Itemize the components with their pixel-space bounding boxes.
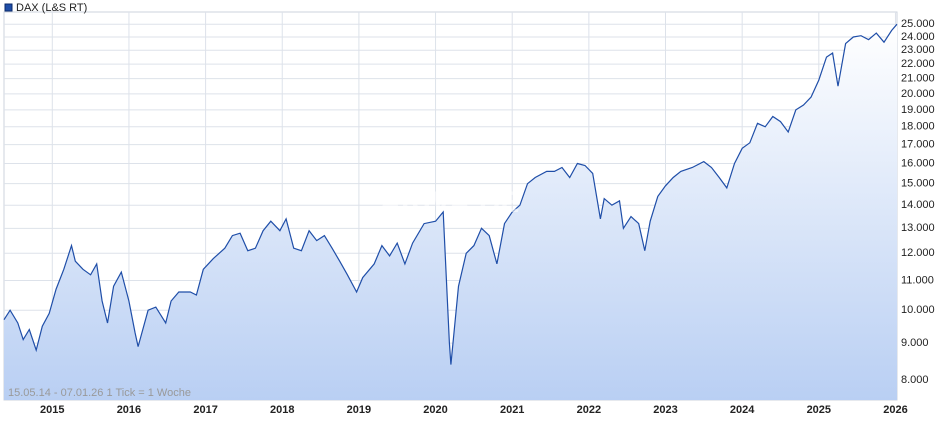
y-tick-label: 15.000: [901, 178, 935, 190]
y-tick-label: 17.000: [901, 139, 935, 151]
marks: [3, 23, 898, 400]
footnote: 15.05.14 - 07.01.26 1 Tick = 1 Woche: [8, 387, 191, 399]
y-tick-label: 11.000: [901, 274, 934, 286]
line: [3, 23, 898, 365]
y-tick-label: 8.000: [901, 374, 929, 386]
x-tick-label: 2018: [270, 404, 294, 416]
y-tick-label: 24.000: [901, 31, 935, 43]
y-tick-label: 22.000: [901, 58, 935, 70]
legend-swatch: [4, 3, 13, 12]
x-tick-label: 2020: [423, 404, 447, 416]
y-tick-label: 20.000: [901, 88, 935, 100]
y-tick-label: 23.000: [901, 44, 935, 56]
legend-label: DAX (L&S RT): [16, 2, 87, 14]
x-tick-label: 2017: [193, 404, 217, 416]
y-tick-label: 16.000: [901, 157, 935, 169]
x-tick-label: 2015: [40, 404, 64, 416]
y-tick-label: 25.000: [901, 18, 935, 30]
y-tick-label: 9.000: [901, 337, 929, 349]
x-tick-label: 2016: [117, 404, 141, 416]
y-tick-label: 10.000: [901, 304, 935, 316]
x-tick-label: 2025: [807, 404, 831, 416]
x-tick-label: 2019: [347, 404, 371, 416]
x-tick-label: 2021: [500, 404, 524, 416]
x-tick-label: 2026: [883, 404, 907, 416]
watermark: ARIVA.DE: [378, 186, 521, 219]
y-tick-label: 19.000: [901, 104, 935, 116]
y-tick-label: 18.000: [901, 121, 935, 133]
y-tick-label: 21.000: [901, 73, 935, 85]
x-tick-label: 2024: [730, 404, 755, 416]
y-tick-label: 14.000: [901, 199, 935, 211]
y-tick-label: 12.000: [901, 247, 935, 259]
x-tick-label: 2023: [653, 404, 677, 416]
x-tick-label: 2022: [577, 404, 601, 416]
y-tick-label: 13.000: [901, 222, 935, 234]
area: [4, 24, 897, 400]
